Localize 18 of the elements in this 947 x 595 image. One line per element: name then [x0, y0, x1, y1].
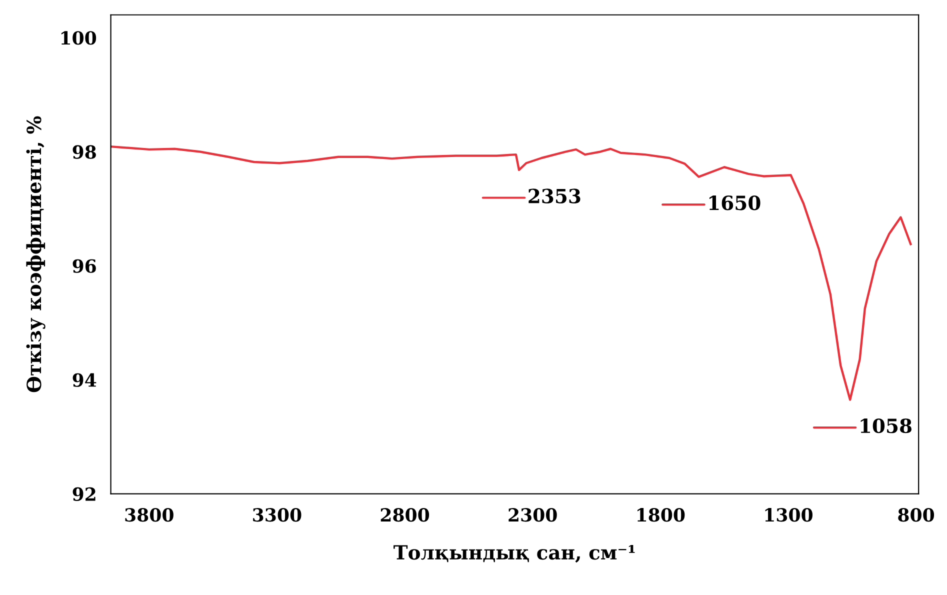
annotation: 2353 — [528, 188, 580, 204]
y-tick-label: 96 — [72, 259, 96, 273]
annotation: 1650 — [709, 196, 760, 210]
x-tick-label: 2300 — [508, 508, 557, 522]
annotation: 1058 — [860, 418, 912, 434]
y-axis-title: Өткізу коэффициенті, % — [26, 116, 46, 392]
y-tick-label: 100 — [61, 31, 96, 45]
x-tick-label: 1300 — [765, 508, 812, 522]
x-axis-title: Толқындық сан, см⁻¹ — [394, 545, 635, 563]
x-tick-label: 2800 — [380, 508, 430, 522]
x-tick-label: 3300 — [253, 508, 302, 522]
x-tick-label: 3800 — [125, 508, 174, 522]
x-tick-label: 800 — [898, 508, 934, 522]
x-tick-label: 1800 — [637, 508, 685, 522]
line-series — [110, 145, 912, 401]
y-tick-label: 92 — [72, 487, 96, 501]
y-tick-label: 94 — [72, 373, 96, 387]
y-tick-label: 98 — [72, 145, 96, 159]
